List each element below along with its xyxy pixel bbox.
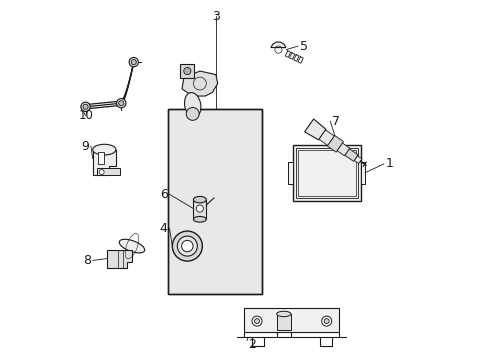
Ellipse shape [184, 93, 201, 117]
Circle shape [83, 104, 88, 109]
Bar [98, 153, 104, 164]
Circle shape [129, 58, 138, 67]
Bar [180, 64, 194, 78]
Ellipse shape [276, 311, 290, 317]
Bar [360, 162, 364, 184]
Polygon shape [182, 71, 217, 96]
Polygon shape [304, 119, 325, 140]
Circle shape [99, 170, 104, 175]
Bar [244, 308, 339, 332]
Text: 5: 5 [299, 40, 307, 53]
Text: 4: 4 [160, 222, 167, 235]
Ellipse shape [193, 216, 206, 222]
Text: 8: 8 [83, 254, 91, 267]
Text: 7: 7 [331, 114, 339, 127]
Circle shape [116, 99, 125, 108]
Ellipse shape [193, 197, 206, 203]
Polygon shape [344, 149, 358, 161]
Bar [292, 145, 360, 201]
Circle shape [181, 240, 193, 252]
Polygon shape [337, 143, 349, 156]
Circle shape [183, 67, 190, 75]
Ellipse shape [119, 239, 144, 253]
Polygon shape [93, 150, 116, 175]
Polygon shape [270, 42, 285, 48]
Bar [288, 162, 292, 184]
Circle shape [196, 205, 203, 212]
Polygon shape [326, 135, 343, 152]
Circle shape [81, 102, 90, 111]
Circle shape [254, 319, 259, 324]
Bar [167, 109, 262, 294]
Circle shape [177, 236, 197, 256]
Bar [297, 150, 355, 195]
Text: 2: 2 [247, 338, 255, 351]
Circle shape [172, 231, 202, 261]
Circle shape [251, 316, 262, 326]
Bar [167, 109, 262, 294]
Polygon shape [354, 156, 361, 163]
Circle shape [321, 316, 331, 326]
Circle shape [119, 101, 123, 106]
Text: 9: 9 [81, 140, 89, 153]
Text: 10: 10 [78, 109, 93, 122]
Text: 1: 1 [385, 157, 393, 170]
Circle shape [186, 108, 199, 120]
Ellipse shape [93, 144, 116, 155]
Text: 6: 6 [160, 188, 167, 201]
Bar [276, 314, 290, 330]
Polygon shape [107, 249, 132, 267]
Polygon shape [318, 130, 334, 145]
Bar [295, 148, 357, 198]
Circle shape [131, 59, 136, 65]
Bar [97, 168, 120, 175]
Bar [193, 200, 206, 219]
Text: 3: 3 [212, 10, 220, 23]
Circle shape [324, 319, 328, 324]
